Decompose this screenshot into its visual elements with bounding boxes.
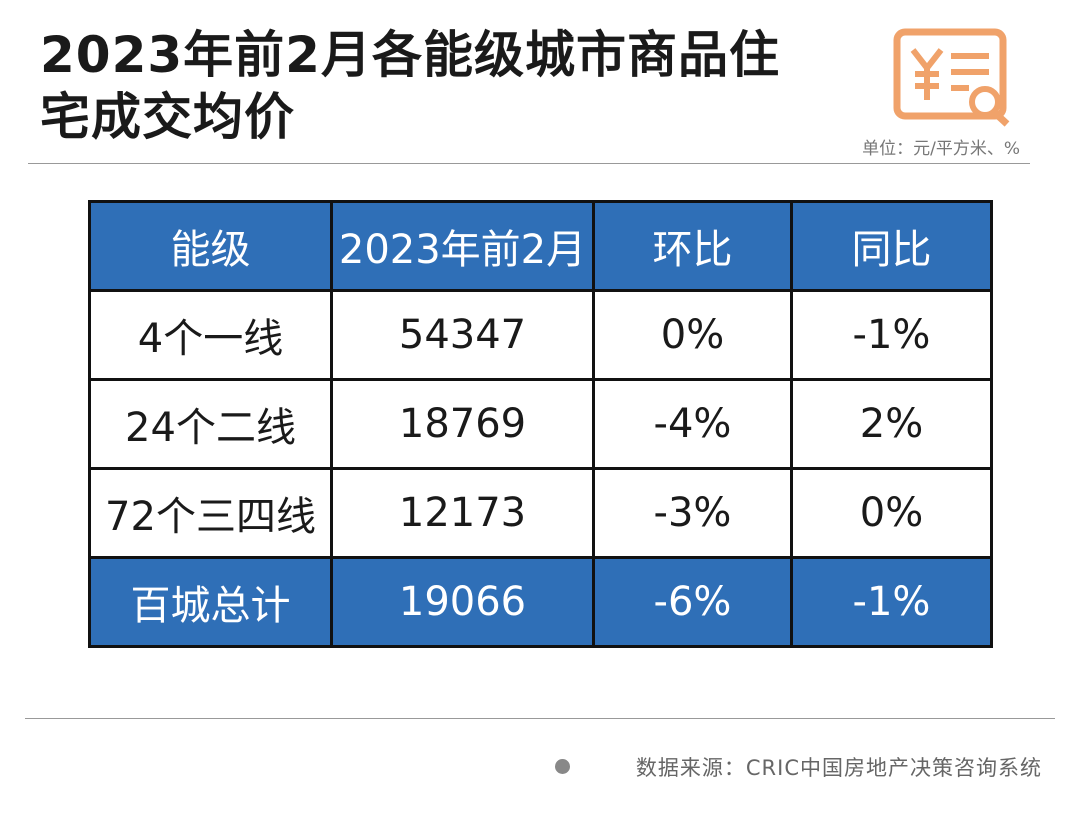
title-line: 宅成交均价 [40, 88, 295, 146]
table-cell: -4% [592, 378, 793, 470]
column-header: 能级 [88, 200, 333, 292]
table-body: 4个一线 54347 0% -1% 24个二线 18769 -4% 2% 72个三四线 12173… [88, 289, 993, 648]
table-cell: 19066 [330, 556, 595, 648]
table-cell: 24个二线 [88, 378, 333, 470]
divider [25, 718, 1055, 719]
table-cell: 18769 [330, 378, 595, 470]
column-header: 同比 [790, 200, 993, 292]
table-cell: 2% [790, 378, 993, 470]
table-row: 4个一线 54347 0% -1% [88, 289, 993, 381]
title: 2023年前2月各能级城市商品住 宅成交均价 [40, 24, 780, 148]
table-cell: 72个三四线 [88, 467, 333, 559]
table-row: 72个三四线 12173 -3% 0% [88, 467, 993, 559]
table-cell: 0% [790, 467, 993, 559]
unit-note: 单位：元/平方米、% [862, 139, 1020, 159]
icon [893, 28, 1010, 127]
table-cell: -1% [790, 556, 993, 648]
table-row: 百城总计 19066 -6% -1% [88, 556, 993, 648]
table-cell: 百城总计 [88, 556, 333, 648]
bullet [555, 759, 570, 774]
table-cell: 54347 [330, 289, 595, 381]
table-cell: -3% [592, 467, 793, 559]
divider [28, 163, 1030, 164]
table-cell: 0% [592, 289, 793, 381]
table-cell: -1% [790, 289, 993, 381]
data-table: 能级 2023年前2月 环比 同比 4个一线 54347 0% -1% 24个二线 18769-… [88, 200, 993, 648]
column-header: 环比 [592, 200, 793, 292]
title-line: 2023年前2月各能级城市商品住 [40, 26, 780, 84]
table-cell: 4个一线 [88, 289, 333, 381]
column-header: 2023年前2月 [330, 200, 595, 292]
source: 数据来源：CRIC中国房地产决策咨询系统 [635, 756, 1042, 780]
table-row: 24个二线 18769 -4% 2% [88, 378, 993, 470]
table-cell: 12173 [330, 467, 595, 559]
table-cell: -6% [592, 556, 793, 648]
header-row: 能级 2023年前2月 环比 同比 [88, 200, 993, 292]
